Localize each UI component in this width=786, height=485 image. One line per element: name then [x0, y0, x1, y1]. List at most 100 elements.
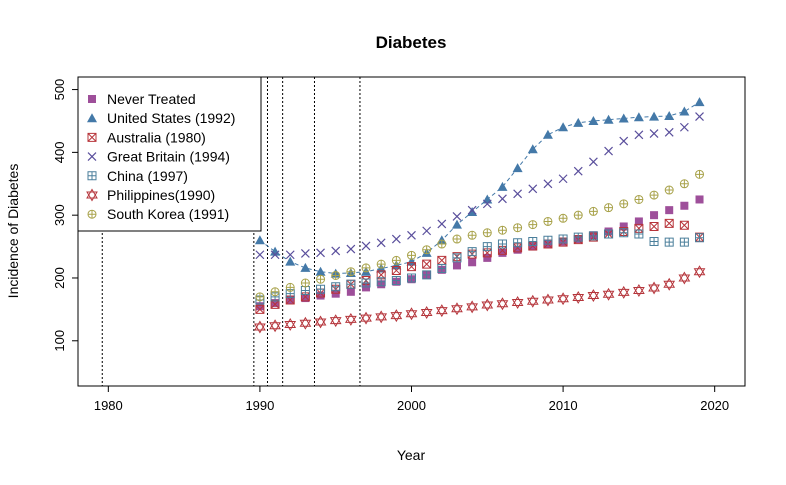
data-point — [422, 270, 432, 280]
data-point — [437, 255, 447, 265]
data-point — [391, 265, 401, 275]
legend-label: China (1997) — [107, 168, 188, 184]
data-point — [542, 129, 553, 139]
x-tick-label: 2010 — [549, 398, 578, 413]
data-point — [422, 259, 432, 269]
data-point — [649, 111, 660, 121]
data-point — [602, 287, 615, 301]
data-point — [269, 319, 281, 333]
data-point — [331, 246, 341, 256]
series-4 — [255, 228, 705, 305]
legend-label: Great Britain (1994) — [107, 149, 230, 165]
legend-marker — [86, 188, 98, 202]
data-point — [664, 237, 674, 247]
data-point — [316, 284, 326, 294]
data-point — [270, 287, 280, 297]
data-point — [528, 184, 538, 194]
legend-marker — [87, 113, 97, 123]
data-point — [407, 273, 416, 283]
data-point — [483, 253, 492, 262]
data-point — [649, 221, 659, 231]
data-point — [588, 231, 598, 241]
data-point — [376, 238, 386, 248]
legend-label: Australia (1980) — [107, 129, 206, 145]
data-point — [482, 228, 492, 238]
data-point — [255, 250, 265, 260]
y-tick-label: 100 — [52, 330, 67, 352]
data-point — [435, 304, 448, 318]
data-point — [679, 220, 689, 230]
y-tick-label: 500 — [52, 79, 67, 101]
data-point — [284, 317, 297, 331]
data-point — [422, 245, 432, 255]
data-point — [316, 274, 326, 284]
data-point — [437, 239, 447, 249]
data-point — [513, 238, 523, 248]
data-point — [543, 216, 553, 226]
data-point — [254, 235, 265, 245]
data-point — [679, 106, 690, 116]
data-point — [496, 297, 509, 311]
data-point — [649, 190, 659, 200]
data-point — [315, 266, 326, 276]
data-point — [573, 117, 584, 127]
data-point — [314, 315, 327, 329]
data-point — [406, 256, 417, 266]
data-point — [344, 312, 357, 326]
data-point — [542, 293, 554, 307]
data-point — [513, 243, 523, 253]
data-point — [572, 290, 585, 304]
data-point — [467, 207, 478, 217]
data-point — [527, 144, 538, 154]
data-point — [528, 237, 538, 247]
data-point — [587, 289, 600, 303]
legend: Never Treated United States (1992) Austral… — [77, 76, 262, 232]
data-point — [391, 234, 401, 244]
y-axis-label: Incidence of Diabetes — [5, 164, 21, 299]
data-point — [648, 281, 660, 295]
data-point — [285, 282, 295, 292]
data-point — [361, 263, 371, 273]
data-point — [481, 298, 494, 312]
data-point — [619, 136, 629, 146]
data-point — [451, 302, 463, 316]
data-point — [451, 219, 462, 229]
legend-label: Philippines(1990) — [107, 187, 215, 203]
data-point — [452, 234, 462, 244]
data-point — [513, 245, 522, 254]
data-point — [558, 122, 569, 132]
data-point — [588, 157, 598, 167]
data-point — [634, 130, 644, 140]
data-point — [513, 223, 523, 233]
data-point — [407, 250, 417, 260]
data-point — [376, 259, 386, 269]
data-point — [649, 237, 659, 247]
x-axis: 1980 1990 2000 2010 2020 — [94, 385, 729, 413]
data-point — [634, 217, 643, 226]
legend-marker — [87, 132, 97, 142]
data-point — [603, 114, 614, 124]
data-point — [316, 248, 325, 258]
data-point — [604, 146, 613, 156]
data-point — [588, 206, 598, 216]
x-axis-label: Year — [397, 447, 426, 463]
data-point — [498, 248, 507, 257]
data-point — [285, 256, 296, 266]
data-point — [331, 270, 341, 280]
data-point — [543, 179, 553, 189]
data-point — [437, 264, 447, 274]
data-point — [649, 129, 659, 138]
data-point — [663, 277, 676, 291]
data-point — [588, 115, 599, 125]
legend-marker — [87, 171, 97, 181]
data-point — [407, 262, 416, 272]
data-point — [497, 239, 507, 249]
data-point — [664, 218, 674, 228]
data-point — [619, 222, 628, 231]
data-point — [664, 127, 674, 137]
data-point — [255, 302, 264, 311]
data-point — [679, 179, 689, 189]
data-point — [361, 278, 371, 288]
data-point — [420, 306, 433, 320]
